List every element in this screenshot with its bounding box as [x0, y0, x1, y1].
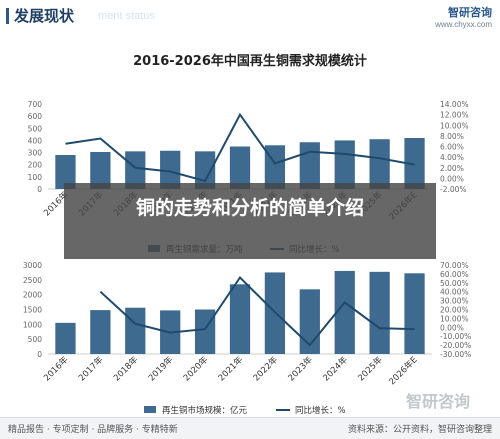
- legend-bar-label: 再生铜市场规模：亿元: [162, 405, 248, 416]
- y-right-tick-label: 0.00%: [440, 323, 464, 332]
- bar: [334, 270, 355, 354]
- growth-line: [65, 112, 415, 183]
- footer-services: 精品报告 · 专项定制 · 品牌服务 · 专精特新: [8, 425, 178, 435]
- y-right-tick-label: -10.00%: [440, 332, 471, 341]
- y-right-tick-label: 50.00%: [440, 279, 469, 288]
- x-tick-label: 2019年: [146, 354, 175, 383]
- overlay-banner: 铜的走势和分析的简单介绍: [64, 183, 436, 259]
- y-right-tick-label: 8.00%: [440, 132, 464, 141]
- bar: [404, 138, 425, 189]
- brand-url: www.chyxx.com: [435, 20, 492, 29]
- watermark-text: 智研咨询: [405, 392, 470, 411]
- x-tick-label: 2026年E: [387, 354, 420, 387]
- x-tick-label: 2017年: [76, 354, 105, 383]
- bar: [125, 151, 146, 189]
- bar: [160, 150, 181, 189]
- legend-bar-swatch: [144, 406, 156, 413]
- y-left-tick-label: 2000: [23, 291, 42, 300]
- bar: [90, 151, 111, 189]
- y-left-tick-label: 1500: [23, 306, 42, 315]
- y-left-tick-label: 600: [28, 112, 43, 121]
- growth-line: [99, 275, 415, 347]
- y-left-tick-label: 500: [28, 124, 43, 133]
- x-tick-label: 2025年: [356, 354, 385, 383]
- y-right-tick-label: -20.00%: [440, 341, 471, 350]
- chart-title: 2016-2026年中国再生铜需求规模统计: [133, 54, 367, 69]
- page-title: 发展现状: [14, 7, 75, 25]
- page-subtitle: ment status: [98, 10, 155, 22]
- y-right-tick-label: 2.00%: [440, 164, 464, 173]
- y-right-tick-label: 10.00%: [440, 314, 469, 323]
- page-footer: 精品报告 · 专项定制 · 品牌服务 · 专精特新 资料来源：公开资料，智研咨询…: [0, 417, 500, 439]
- legend-line-label: 同比增长：%: [295, 405, 346, 416]
- y-right-tick-label: -2.00%: [440, 185, 467, 194]
- bar: [369, 271, 390, 354]
- brand-name: 智研咨询: [448, 6, 492, 19]
- y-right-tick-label: 40.00%: [440, 288, 469, 297]
- x-tick-label: 2021年: [216, 354, 245, 383]
- y-left-tick-label: 300: [28, 149, 43, 158]
- y-left-tick-label: 400: [28, 136, 43, 145]
- x-tick-label: 2023年: [286, 354, 315, 383]
- y-left-tick-label: 2500: [23, 276, 42, 285]
- x-tick-label: 2018年: [111, 354, 140, 383]
- y-left-tick-label: 0: [37, 185, 42, 194]
- x-tick-label: 2016年: [41, 354, 70, 383]
- y-left-tick-label: 700: [28, 100, 43, 109]
- y-right-tick-label: 30.00%: [440, 297, 469, 306]
- y-left-tick-label: 500: [28, 335, 43, 344]
- bar: [404, 273, 425, 354]
- y-right-tick-label: 14.00%: [440, 100, 469, 109]
- page-header: 发展现状 ment status 智研咨询 www.chyxx.com: [0, 0, 500, 30]
- bar: [229, 284, 251, 354]
- y-right-tick-label: 6.00%: [440, 143, 464, 152]
- y-left-tick-label: 100: [28, 173, 43, 182]
- y-left-tick-label: 3000: [23, 261, 42, 270]
- bar: [229, 146, 251, 189]
- bar: [55, 155, 76, 189]
- y-right-tick-label: 70.00%: [440, 261, 469, 270]
- bar: [194, 309, 216, 354]
- x-tick-label: 2024年: [321, 354, 350, 383]
- bar: [369, 139, 390, 189]
- y-right-tick-label: 20.00%: [440, 306, 469, 315]
- y-right-tick-label: 4.00%: [440, 153, 464, 162]
- bar: [334, 140, 355, 189]
- y-left-tick-label: 1000: [23, 320, 42, 329]
- y-right-tick-label: 10.00%: [440, 121, 469, 130]
- bar: [125, 307, 146, 354]
- y-left-tick-label: 200: [28, 161, 43, 170]
- x-tick-label: 2020年: [181, 354, 210, 383]
- y-right-tick-label: -30.00%: [440, 350, 471, 359]
- y-left-tick-label: 0: [37, 350, 42, 359]
- y-right-tick-label: 60.00%: [440, 270, 469, 279]
- x-tick-label: 2022年: [251, 354, 280, 383]
- y-right-tick-label: 0.00%: [440, 174, 464, 183]
- header-accent-bar: [6, 8, 9, 24]
- bar: [55, 322, 76, 354]
- brand-logo: 智研咨询 www.chyxx.com: [435, 4, 492, 29]
- bar: [90, 310, 111, 354]
- y-right-tick-label: 12.00%: [440, 111, 469, 120]
- footer-source: 资料来源：公开资料，智研咨询整理: [347, 425, 492, 435]
